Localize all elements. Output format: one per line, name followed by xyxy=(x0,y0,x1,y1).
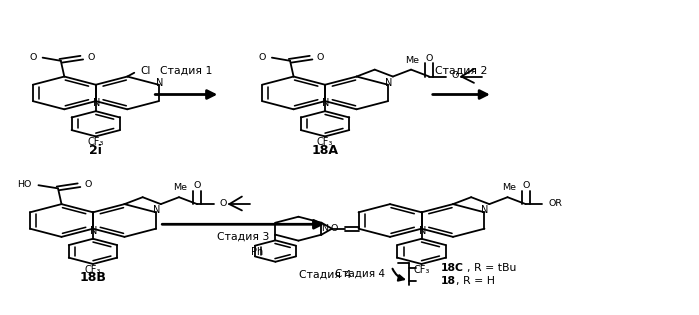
Text: 18C: 18C xyxy=(440,263,463,273)
Text: HO: HO xyxy=(17,180,31,189)
Text: O: O xyxy=(194,181,201,190)
Text: O: O xyxy=(29,53,36,61)
Text: Стадия 2: Стадия 2 xyxy=(435,66,487,76)
Text: N: N xyxy=(322,224,329,233)
Text: O: O xyxy=(317,53,324,61)
Text: N: N xyxy=(322,98,329,108)
Text: Me: Me xyxy=(405,56,419,65)
Text: Cl: Cl xyxy=(140,66,150,76)
Text: O: O xyxy=(452,71,459,80)
Text: CF₃: CF₃ xyxy=(87,137,104,147)
Text: CF₃: CF₃ xyxy=(413,265,430,275)
Text: Стадия 4: Стадия 4 xyxy=(335,268,385,278)
Text: Me: Me xyxy=(502,183,516,192)
Text: N: N xyxy=(90,226,97,236)
Text: O: O xyxy=(87,53,94,61)
Text: 18B: 18B xyxy=(80,271,106,284)
Text: N: N xyxy=(156,78,163,88)
Text: Ph: Ph xyxy=(251,247,263,257)
Text: O: O xyxy=(219,199,226,208)
Text: N: N xyxy=(482,205,489,215)
Text: O: O xyxy=(331,224,338,233)
Text: O: O xyxy=(85,180,92,189)
Text: Стадия 3: Стадия 3 xyxy=(217,232,269,242)
Text: 18: 18 xyxy=(440,276,455,286)
Text: O: O xyxy=(259,53,266,61)
Text: Me: Me xyxy=(173,183,187,192)
Text: O: O xyxy=(426,54,433,63)
Text: 18A: 18A xyxy=(312,144,338,157)
Text: CF₃: CF₃ xyxy=(85,265,101,275)
Text: , R = H: , R = H xyxy=(456,276,495,286)
Text: CF₃: CF₃ xyxy=(317,137,333,147)
Text: , R = tBu: , R = tBu xyxy=(467,263,517,273)
Text: O: O xyxy=(522,181,529,190)
Text: OR: OR xyxy=(548,199,562,208)
Text: Стадия 4: Стадия 4 xyxy=(299,270,351,280)
Text: N: N xyxy=(93,98,100,108)
Text: Стадия 1: Стадия 1 xyxy=(161,66,212,76)
Text: N: N xyxy=(385,78,392,88)
Text: 2i: 2i xyxy=(89,144,102,157)
Text: N: N xyxy=(419,226,426,236)
Text: N: N xyxy=(153,205,160,215)
